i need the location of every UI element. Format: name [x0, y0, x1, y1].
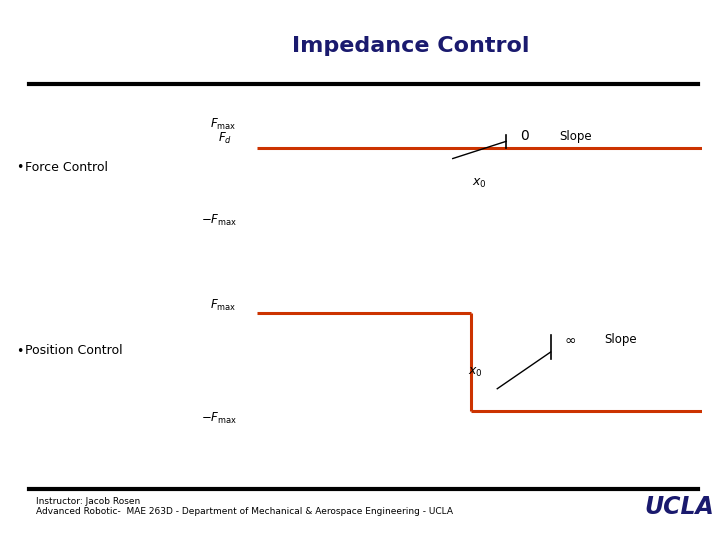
- Text: Impedance Control: Impedance Control: [292, 36, 529, 56]
- Text: $\infty$: $\infty$: [564, 333, 576, 347]
- Text: Position Control: Position Control: [25, 345, 123, 357]
- Text: Force Control: Force Control: [25, 161, 108, 174]
- Text: $x_0$: $x_0$: [468, 366, 482, 379]
- Text: $x_0$: $x_0$: [472, 177, 487, 190]
- Text: Advanced Robotic-  MAE 263D - Department of Mechanical & Aerospace Engineering -: Advanced Robotic- MAE 263D - Department …: [36, 508, 453, 516]
- Text: $F_{\rm max}$: $F_{\rm max}$: [210, 117, 237, 132]
- Text: $0$: $0$: [520, 129, 529, 143]
- Text: $-F_{\rm max}$: $-F_{\rm max}$: [201, 410, 237, 426]
- Text: Slope: Slope: [604, 333, 636, 346]
- Text: UCLA: UCLA: [644, 495, 714, 518]
- Text: Instructor: Jacob Rosen: Instructor: Jacob Rosen: [36, 497, 140, 505]
- Text: Slope: Slope: [559, 130, 592, 143]
- Text: •: •: [16, 161, 23, 174]
- Text: $-F_{\rm max}$: $-F_{\rm max}$: [201, 213, 237, 228]
- Text: $F_{\rm max}$: $F_{\rm max}$: [210, 298, 237, 313]
- Text: •: •: [16, 345, 23, 357]
- Text: $F_d$: $F_d$: [218, 131, 232, 146]
